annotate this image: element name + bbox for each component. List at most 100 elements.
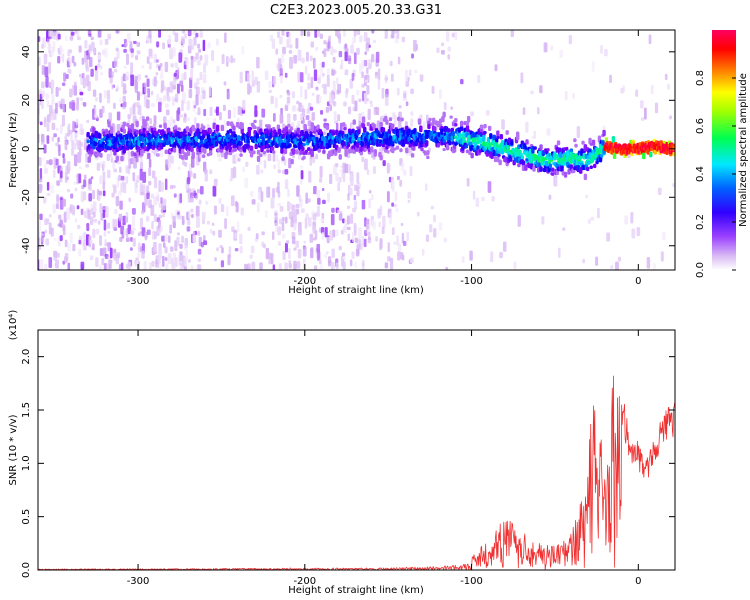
heatmap-cell (116, 130, 121, 135)
heatmap-cell (215, 247, 220, 252)
heatmap-cell (183, 71, 187, 81)
heatmap-cell (598, 156, 603, 163)
heatmap-cell (583, 173, 588, 181)
heatmap-cell (324, 227, 328, 238)
heatmap-cell (660, 251, 664, 262)
heatmap-cell (295, 240, 299, 248)
heatmap-cell (289, 126, 293, 130)
heatmap-cell (71, 147, 75, 156)
heatmap-cell (602, 125, 606, 130)
colorbar-tick-label: 0.8 (695, 70, 706, 86)
heatmap-cell (62, 157, 66, 164)
heatmap-cell (164, 178, 168, 191)
heatmap-cell (41, 98, 44, 109)
heatmap-cell (485, 110, 490, 116)
heatmap-cell (374, 75, 379, 80)
heatmap-cell (202, 39, 206, 52)
heatmap-cell (401, 163, 405, 167)
heatmap-cell (347, 215, 350, 225)
heatmap-cell (342, 261, 346, 270)
heatmap-cell (164, 149, 169, 155)
heatmap-cell (654, 102, 659, 114)
heatmap-cell (371, 30, 375, 34)
heatmap-cell (365, 79, 369, 83)
heatmap-cell (442, 111, 446, 118)
heatmap-cell (489, 133, 493, 140)
heatmap-cell (541, 216, 545, 225)
heatmap-cell (115, 47, 119, 52)
heatmap-cell (38, 220, 42, 232)
heatmap-cell (221, 54, 225, 65)
heatmap-cell (307, 198, 311, 203)
heatmap-cell (520, 155, 525, 160)
heatmap-cell (145, 215, 150, 222)
heatmap-cell (443, 237, 448, 243)
heatmap-cell (45, 93, 49, 100)
heatmap-cell (508, 155, 513, 162)
heatmap-cell (384, 262, 389, 269)
heatmap-cell (161, 235, 166, 242)
heatmap-cell (409, 257, 414, 264)
heatmap-cell (199, 30, 203, 39)
heatmap-cell (288, 157, 292, 169)
heatmap-cell (375, 51, 380, 63)
heatmap-cell (204, 173, 209, 182)
heatmap-cell (46, 38, 50, 44)
heatmap-cell (48, 30, 51, 38)
heatmap-cell (95, 228, 100, 235)
heatmap-cell (143, 260, 147, 270)
heatmap-cell (335, 173, 339, 182)
heatmap-cell (190, 55, 194, 60)
heatmap-cell (639, 100, 644, 109)
spectrogram-frame (37, 29, 676, 271)
heatmap-cell (57, 33, 61, 40)
heatmap-cell (487, 181, 492, 193)
colorbar-gradient (712, 30, 736, 270)
heatmap-cell (132, 172, 136, 182)
heatmap-cell (109, 148, 113, 158)
heatmap-cell (127, 118, 131, 124)
heatmap-cell (158, 124, 163, 128)
heatmap-cell (602, 129, 606, 137)
heatmap-cell (68, 69, 72, 74)
heatmap-cell (240, 122, 244, 129)
heatmap-cell (354, 100, 358, 112)
heatmap-cell (588, 137, 592, 145)
heatmap-cell (481, 196, 485, 202)
heatmap-cell (114, 208, 118, 215)
heatmap-cell (45, 76, 49, 88)
heatmap-cell (284, 262, 288, 270)
heatmap-cell (79, 141, 83, 147)
heatmap-cell (236, 220, 240, 233)
heatmap-cell (501, 119, 505, 130)
x-tick-label: 0 (635, 576, 641, 587)
heatmap-cell (97, 194, 101, 202)
heatmap-cell (307, 102, 312, 108)
heatmap-cell (321, 135, 325, 141)
heatmap-cell (479, 129, 484, 133)
heatmap-cell (103, 219, 107, 231)
heatmap-cell (496, 130, 500, 137)
heatmap-cell (141, 65, 145, 69)
heatmap-cell (396, 175, 400, 181)
heatmap-cell (196, 78, 200, 85)
heatmap-cell (39, 168, 43, 181)
heatmap-cell (230, 195, 235, 207)
heatmap-cell (414, 69, 418, 74)
heatmap-cell (644, 107, 647, 120)
heatmap-cell (284, 179, 289, 190)
heatmap-cell (270, 197, 275, 209)
heatmap-cell (178, 254, 182, 266)
heatmap-cell (144, 87, 148, 94)
heatmap-cell (451, 32, 456, 38)
heatmap-cell (381, 127, 386, 133)
heatmap-cell (557, 247, 561, 258)
heatmap-cell (92, 228, 96, 239)
heatmap-cell (363, 59, 368, 67)
heatmap-cell (459, 125, 464, 132)
heatmap-cell (315, 86, 319, 91)
heatmap-cell (396, 235, 399, 246)
heatmap-cell (268, 80, 272, 88)
heatmap-cell (176, 67, 180, 75)
heatmap-cell (428, 117, 432, 122)
